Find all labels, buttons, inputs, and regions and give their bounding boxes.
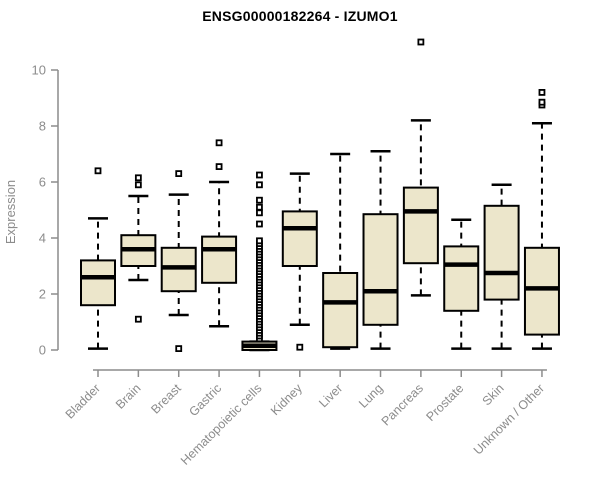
boxplot-breast (160, 170, 197, 353)
boxplot-unknown-other (523, 89, 560, 350)
outlier-point (256, 220, 263, 228)
y-tick-label: 2 (39, 287, 46, 302)
x-tick-label-breast: Breast (148, 381, 184, 417)
x-tick-label-unknown-other: Unknown / Other (471, 381, 547, 457)
x-tick-label-prostate: Prostate (424, 381, 467, 424)
outlier-point (256, 203, 263, 211)
outlier-point (215, 163, 223, 171)
boxplot-kidney (281, 172, 318, 351)
boxplot-skin (483, 183, 520, 350)
outlier-point (256, 181, 263, 189)
outlier-point (538, 98, 546, 106)
outlier-point (296, 343, 304, 351)
x-tick-label-skin: Skin (480, 381, 507, 408)
boxplot-pancreas (402, 38, 439, 297)
x-tick-label-kidney: Kidney (268, 381, 305, 418)
outlier-point (134, 174, 142, 182)
boxplot-gastric (201, 139, 238, 328)
x-tick-label-gastric: Gastric (186, 381, 224, 419)
y-tick-label: 10 (32, 63, 46, 78)
outlier-point (134, 315, 142, 323)
boxplot-liver (322, 152, 359, 350)
x-tick-label-pancreas: Pancreas (379, 381, 426, 428)
y-axis: 0 2 4 6 8 10 Expression (3, 63, 59, 358)
x-tick-label-lung: Lung (356, 381, 386, 411)
x-tick-label-brain: Brain (113, 381, 144, 412)
outlier-point (538, 89, 546, 96)
outlier-point (256, 237, 263, 245)
outlier-point (417, 38, 425, 46)
boxplot-prostate (443, 218, 480, 350)
boxplot-lung (362, 149, 399, 350)
boxplot-bladder (80, 167, 116, 350)
y-tick-label: 6 (39, 175, 46, 190)
outlier-point (134, 181, 142, 189)
outlier-point (215, 139, 223, 147)
outlier-point (175, 345, 183, 353)
outlier-point (256, 209, 263, 217)
outlier-point (256, 171, 263, 179)
x-tick-label-liver: Liver (316, 381, 345, 410)
boxplot-brain (120, 174, 157, 323)
outlier-point (94, 167, 102, 175)
chart-title: ENSG00000182264 - IZUMO1 (202, 8, 398, 24)
y-tick-label: 4 (39, 231, 46, 246)
outlier-point (175, 170, 183, 178)
outlier-point (256, 196, 263, 204)
x-tick-label-hematopoietic-cells: Hematopoietic cells (178, 381, 265, 468)
y-tick-label: 8 (39, 119, 46, 134)
y-tick-label: 0 (39, 343, 46, 358)
x-tick-label-bladder: Bladder (63, 381, 103, 421)
boxplot-hematopoietic-cells (241, 171, 278, 352)
y-axis-title: Expression (3, 180, 18, 244)
